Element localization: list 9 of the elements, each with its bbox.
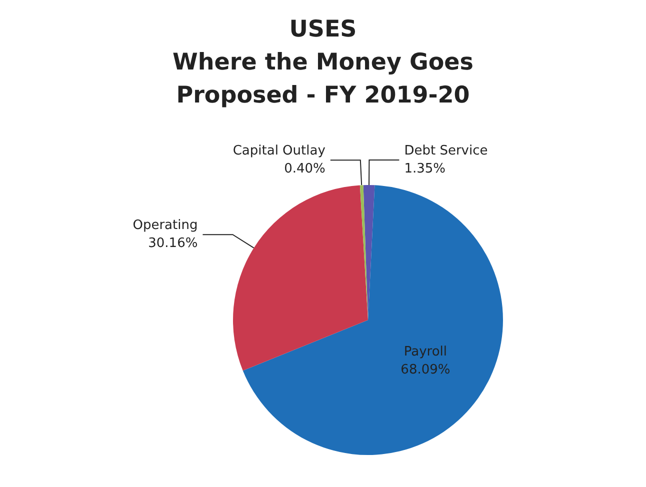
chart-title: USES Where the Money Goes Proposed - FY 2019-20	[172, 16, 474, 108]
slice-label: Operating	[132, 218, 198, 234]
data-label: 1.35%	[404, 162, 446, 177]
data-label: 68.09%	[400, 362, 450, 378]
slice-label: Capital Outlay	[232, 144, 326, 159]
slice-label: Payroll	[404, 344, 448, 360]
data-label: 0.40%	[284, 162, 326, 177]
data-label: 30.16%	[148, 236, 198, 252]
slice-label: Debt Service	[404, 144, 488, 159]
